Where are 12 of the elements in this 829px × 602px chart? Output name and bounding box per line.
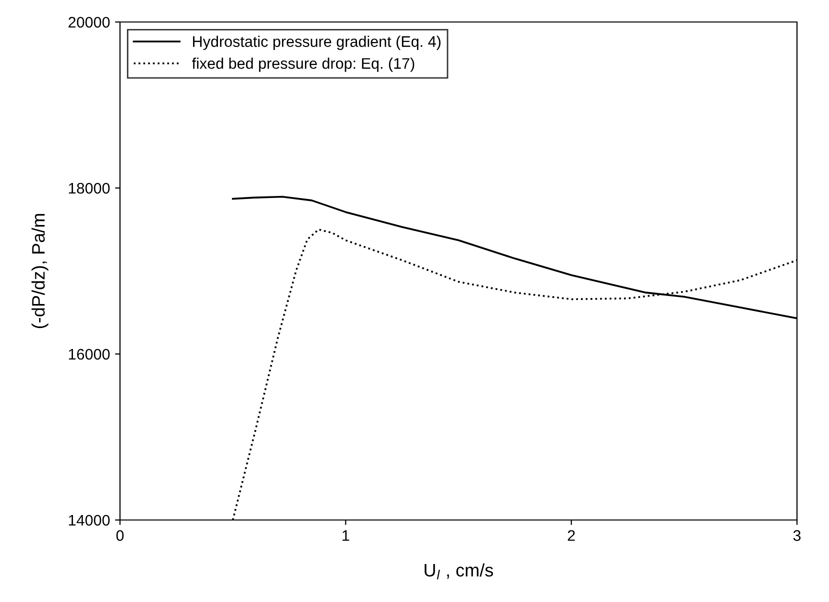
legend-label: fixed bed pressure drop: Eq. (17)	[192, 58, 414, 72]
x-tick-label: 0	[116, 530, 124, 541]
y-tick-label: 14000	[68, 514, 110, 526]
legend-label: Hydrostatic pressure gradient (Eq. 4)	[193, 36, 440, 50]
y-tick-label: 18000	[68, 182, 110, 194]
y-tick-label: 20000	[68, 16, 110, 28]
y-axis-title: (-dP/dz), Pa/m	[32, 214, 48, 328]
x-axis-title: U$_{l}$ , cm/s	[424, 563, 494, 580]
x-tick-label: 2	[568, 530, 575, 541]
x-tick-label: 3	[793, 530, 801, 541]
y-tick-label: 16000	[68, 348, 110, 360]
x-tick-label: 1	[342, 530, 350, 541]
